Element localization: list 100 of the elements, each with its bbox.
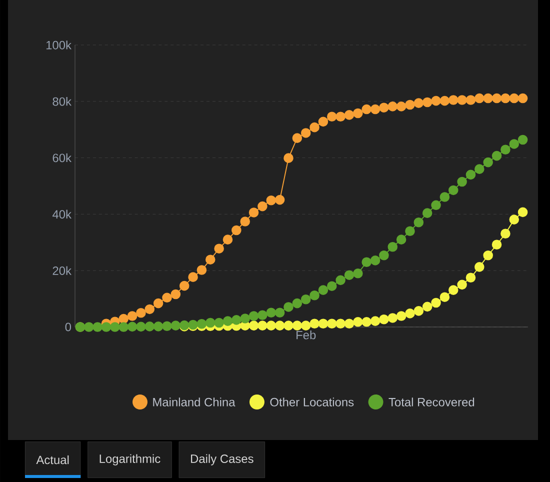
point: [344, 110, 354, 120]
point: [258, 310, 268, 320]
point: [440, 292, 450, 302]
point: [396, 102, 406, 112]
point: [509, 139, 520, 149]
point: [248, 320, 259, 330]
point: [353, 108, 363, 118]
text: Logarithmic: [100, 454, 160, 466]
point: [326, 318, 337, 328]
text: Actual: [36, 455, 69, 464]
point: [205, 254, 216, 264]
y-tick-label: 40k: [52, 210, 72, 219]
point: [518, 93, 528, 104]
y-tick-label: 80k: [52, 97, 72, 106]
point: [240, 314, 250, 324]
point: [483, 157, 493, 168]
point: [405, 100, 415, 110]
point: [362, 317, 372, 327]
point: [336, 318, 346, 328]
point: [222, 316, 233, 326]
point: [118, 322, 129, 332]
point: [248, 311, 259, 321]
y-tick-label: 20k: [52, 266, 72, 275]
point: [448, 285, 458, 295]
legend-label: Other Locations: [270, 398, 354, 406]
point: [379, 314, 389, 324]
point: [353, 317, 363, 327]
point: [379, 102, 389, 112]
point: [266, 308, 276, 318]
y-tick-label: 100k: [46, 40, 72, 50]
point: [457, 176, 467, 187]
point: [232, 225, 242, 236]
point: [466, 272, 476, 283]
point: [266, 195, 276, 206]
point: [118, 314, 129, 324]
point: [414, 217, 424, 228]
point: [483, 250, 493, 260]
point: [292, 133, 302, 143]
y-tick-label: 60k: [52, 153, 72, 162]
point: [214, 318, 224, 328]
point: [492, 150, 502, 161]
point: [162, 292, 172, 303]
point: [284, 320, 294, 330]
point: [258, 320, 268, 330]
legend-label: Mainland China: [153, 398, 236, 406]
point: [326, 281, 337, 291]
point: [396, 311, 406, 321]
point: [500, 228, 510, 239]
point: [110, 322, 120, 332]
point: [266, 320, 276, 330]
point: [162, 321, 172, 332]
point: [518, 134, 528, 145]
point: [292, 320, 302, 330]
point: [274, 194, 285, 205]
point: [101, 322, 112, 332]
point: [127, 311, 138, 321]
point: [509, 93, 520, 104]
point: [318, 318, 328, 328]
point: [284, 153, 294, 163]
point: [300, 294, 311, 304]
point: [518, 207, 528, 218]
point: [153, 298, 164, 308]
point: [318, 285, 328, 295]
point: [274, 320, 285, 330]
point: [196, 318, 207, 329]
point: [466, 95, 476, 105]
text: Daily Cases: [191, 454, 254, 466]
point: [474, 93, 484, 104]
point: [336, 112, 346, 122]
point: [292, 298, 302, 308]
point: [232, 315, 242, 325]
point: [405, 308, 415, 318]
y-tick-label: 0: [65, 322, 72, 332]
point: [362, 257, 372, 268]
point: [457, 95, 467, 105]
point: [474, 262, 484, 272]
point: [396, 234, 406, 244]
point: [388, 242, 398, 252]
point: [353, 268, 363, 278]
point: [84, 322, 94, 332]
point: [127, 322, 138, 332]
point: [326, 112, 337, 122]
point: [170, 320, 181, 330]
point: [431, 200, 441, 210]
point: [284, 302, 294, 312]
point: [310, 290, 320, 300]
point: [509, 214, 520, 224]
point: [300, 320, 311, 330]
point: [362, 104, 372, 114]
point: [240, 216, 250, 226]
point: [370, 256, 380, 266]
point: [431, 96, 441, 106]
point: [440, 96, 450, 106]
point: [274, 308, 285, 318]
point: [422, 208, 432, 218]
point: [258, 201, 268, 212]
point: [188, 272, 198, 282]
point: [136, 308, 146, 318]
point: [300, 128, 311, 138]
point: [179, 280, 190, 291]
